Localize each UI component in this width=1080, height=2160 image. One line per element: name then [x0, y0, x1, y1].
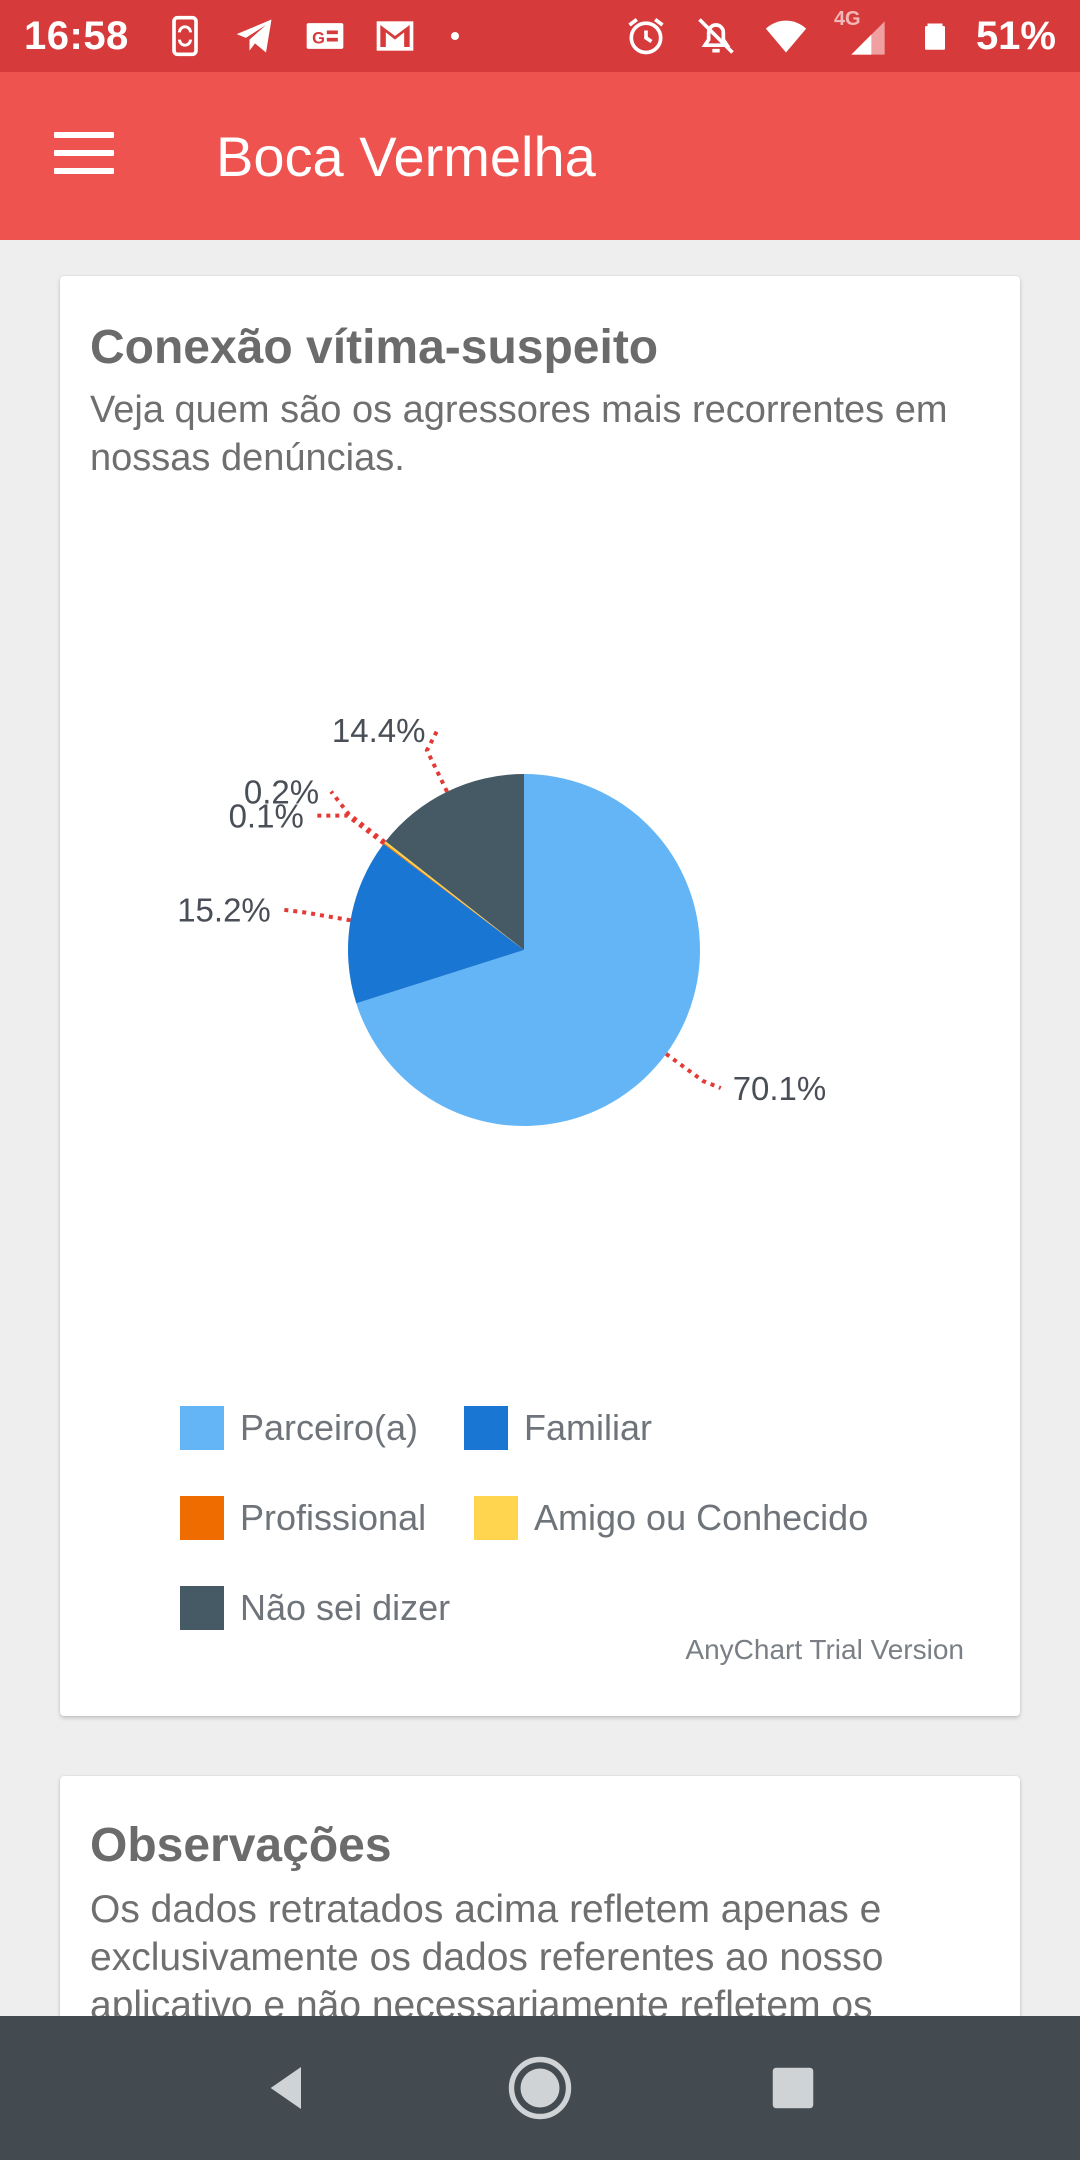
navigation-bar [0, 2016, 1080, 2160]
pie-slice-parceiro[interactable] [356, 774, 700, 1126]
network-type: 4G [833, 8, 861, 30]
hamburger-menu-icon[interactable] [54, 132, 114, 180]
pie-slice-profissional[interactable] [383, 843, 524, 950]
legend-item-nao-sei-dizer[interactable]: Não sei dizer [180, 1586, 450, 1630]
legend-item-familiar[interactable]: Familiar [464, 1406, 652, 1450]
leader-line-familiar [282, 907, 351, 923]
back-icon[interactable] [242, 2043, 332, 2133]
pie-slice-nao-sei-dizer[interactable] [385, 774, 524, 950]
legend-item-profissional[interactable]: Profissional [180, 1496, 426, 1540]
dot-icon [450, 32, 459, 40]
app-bar: Boca Vermelha [0, 72, 1080, 240]
pie-label-familiar: 15.2% [177, 892, 271, 929]
alarm-icon [628, 18, 664, 55]
telegram-icon [236, 19, 272, 53]
leader-line-nao-sei-dizer [424, 729, 449, 793]
pie-label-amigo-conhecido: 0.2% [244, 774, 319, 811]
svg-text:G: G [312, 29, 325, 47]
legend-item-parceiro[interactable]: Parceiro(a) [180, 1406, 418, 1450]
gmail-icon [376, 21, 414, 51]
signal-icon: 4G [834, 8, 894, 58]
wifi-icon [765, 20, 807, 53]
leader-line-parceiro [664, 1052, 722, 1090]
chart-subtitle: Veja quem são os agressores mais recorre… [90, 389, 948, 479]
legend-swatch [464, 1406, 508, 1450]
legend-label: Familiar [524, 1407, 653, 1448]
pie-slice-amigo-conhecido[interactable] [384, 841, 524, 950]
pie-slice-familiar[interactable] [348, 843, 524, 1004]
observations-title: Observações [90, 1819, 392, 1872]
recents-icon[interactable] [748, 2043, 838, 2133]
pie-label-parceiro: 70.1% [733, 1070, 827, 1107]
legend-swatch [180, 1496, 224, 1540]
observations-text: Os dados retratados acima refletem apena… [90, 1888, 884, 2027]
news-icon: G [306, 23, 344, 49]
legend-label: Profissional [240, 1497, 427, 1538]
legend-label: Amigo ou Conhecido [534, 1497, 869, 1538]
leader-line-amigo-conhecido [329, 790, 387, 844]
legend-label: Não sei dizer [240, 1587, 451, 1628]
legend-swatch [180, 1586, 224, 1630]
legend-swatch [180, 1406, 224, 1450]
status-time: 16:58 [24, 13, 129, 58]
pie-label-nao-sei-dizer: 14.4% [332, 712, 426, 749]
app-title: Boca Vermelha [216, 125, 596, 188]
legend-swatch [474, 1496, 518, 1540]
chart-card: Conexão vítima-suspeito Veja quem são os… [60, 276, 1020, 1716]
chart-watermark: AnyChart Trial Version [685, 1634, 964, 1665]
status-bar: 16:58 G 4G 51% [0, 0, 1080, 72]
phone-sync-icon [171, 15, 198, 57]
notifications-off-icon [698, 18, 734, 54]
leader-line-profissional [315, 813, 386, 846]
home-icon[interactable] [495, 2043, 585, 2133]
battery-percent: 51% [975, 13, 1056, 58]
battery-icon [924, 23, 945, 50]
legend-item-amigo-conhecido[interactable]: Amigo ou Conhecido [474, 1496, 868, 1540]
pie-chart: 70.1% 15.2% 0.1%0.2% 14.4% [177, 712, 827, 1126]
legend-label: Parceiro(a) [240, 1407, 419, 1448]
pie-label-profissional: 0.1% [229, 798, 304, 835]
chart-title: Conexão vítima-suspeito [90, 321, 659, 374]
